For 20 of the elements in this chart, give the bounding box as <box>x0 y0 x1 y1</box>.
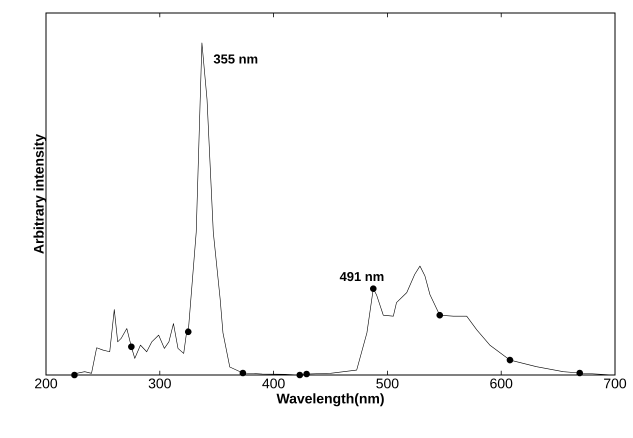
point <box>240 370 246 376</box>
point <box>184 328 192 336</box>
x-tick-label: 500 <box>376 378 398 388</box>
x-tick-label: 200 <box>35 378 58 388</box>
point <box>303 370 310 378</box>
y-axis-title: Arbitrary intensity <box>33 134 46 254</box>
x-tick-label: 400 <box>262 378 285 388</box>
point <box>128 343 135 350</box>
x-tick-label: 700 <box>604 378 626 388</box>
point <box>436 312 444 319</box>
point <box>576 370 584 376</box>
point <box>71 372 78 378</box>
annotation: 355 nm <box>214 54 258 64</box>
point <box>506 356 514 364</box>
x-tick-label: 600 <box>490 378 512 388</box>
x-axis-title: Wavelength(nm) <box>276 393 384 406</box>
point <box>296 372 304 378</box>
point <box>370 285 377 292</box>
x-tick-label: 300 <box>148 378 171 388</box>
annotation: 491 nm <box>340 272 384 282</box>
